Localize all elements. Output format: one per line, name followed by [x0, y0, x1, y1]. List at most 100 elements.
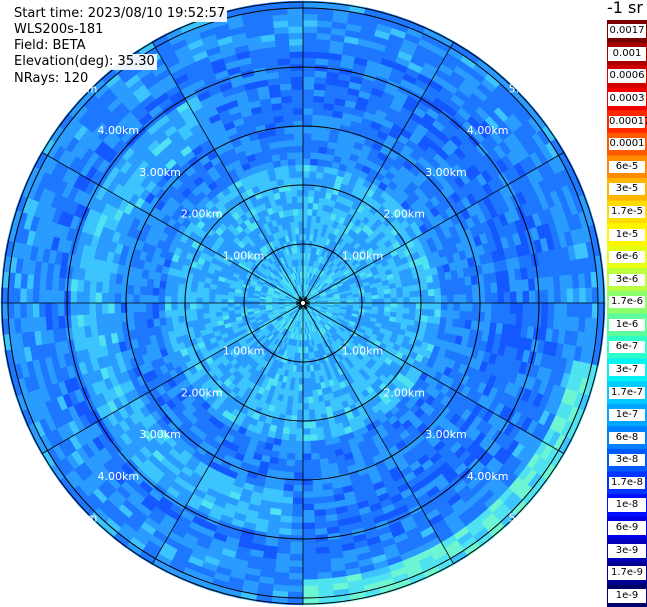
beta-cell	[291, 95, 304, 103]
beta-cell	[183, 290, 191, 298]
beta-cell	[170, 288, 179, 297]
beta-cell	[502, 313, 511, 326]
beta-cell	[309, 440, 319, 448]
beta-cell	[302, 497, 314, 505]
beta-cell	[298, 378, 304, 386]
beta-cell	[294, 447, 304, 455]
beta-cell	[289, 57, 304, 65]
beta-cell	[496, 312, 505, 325]
beta-cell	[101, 292, 109, 304]
beta-cell	[302, 157, 311, 166]
beta-cell	[101, 302, 109, 314]
beta-cell	[295, 233, 301, 241]
beta-cell	[285, 459, 296, 467]
beta-cell	[365, 299, 373, 304]
beta-cell	[170, 302, 178, 311]
beta-cell	[446, 286, 455, 296]
beta-cell	[139, 302, 147, 312]
beta-cell	[308, 421, 317, 430]
beta-cell	[126, 284, 135, 295]
beta-cell	[302, 76, 316, 84]
beta-cell	[293, 466, 304, 474]
beta-cell	[282, 177, 291, 186]
beta-cell	[471, 284, 480, 295]
beta-cell	[114, 282, 122, 294]
beta-cell	[377, 294, 386, 300]
beta-cell	[291, 195, 299, 204]
beta-cell	[553, 289, 562, 304]
beta-cell	[176, 308, 185, 317]
beta-cell	[233, 305, 241, 311]
beta-cell	[313, 82, 327, 91]
beta-cell	[547, 289, 556, 304]
beta-cell	[296, 176, 304, 184]
beta-cell	[502, 280, 511, 293]
beta-cell	[196, 313, 204, 321]
beta-cell	[294, 151, 304, 159]
beta-cell	[290, 76, 304, 84]
beta-cell	[189, 308, 197, 316]
beta-cell	[434, 309, 442, 318]
beta-cell	[472, 293, 480, 304]
beta-cell	[503, 302, 511, 315]
beta-cell	[302, 44, 317, 53]
beta-cell	[309, 158, 319, 166]
beta-cell	[497, 292, 505, 304]
beta-cell	[428, 295, 436, 304]
beta-cell	[308, 176, 317, 185]
beta-cell	[384, 298, 392, 304]
beta-cell	[278, 76, 292, 85]
beta-cell	[220, 298, 228, 304]
beta-cell	[292, 497, 304, 505]
beta-cell	[107, 282, 116, 294]
beta-cell	[560, 288, 568, 304]
beta-cell	[522, 290, 530, 304]
beta-cell	[292, 107, 304, 115]
beta-cell	[315, 420, 324, 429]
beta-cell	[176, 296, 184, 304]
beta-cell	[409, 302, 417, 310]
beta-cell	[296, 409, 304, 417]
beta-cell	[145, 310, 154, 320]
beta-cell	[453, 294, 461, 304]
beta-cell	[294, 453, 304, 461]
beta-cell	[201, 297, 210, 304]
beta-cell	[352, 299, 360, 304]
beta-cell	[302, 183, 310, 191]
beta-cell	[302, 384, 308, 392]
beta-cell	[289, 541, 304, 549]
beta-cell	[279, 82, 293, 91]
beta-cell	[396, 307, 404, 314]
beta-cell	[402, 285, 410, 293]
beta-cell	[183, 308, 191, 316]
beta-cell	[297, 201, 304, 210]
beta-cell	[459, 294, 467, 304]
beta-cell	[490, 282, 499, 294]
beta-cell	[452, 286, 461, 296]
beta-cell	[314, 521, 328, 530]
beta-cell	[440, 309, 448, 319]
beta-cell	[132, 293, 140, 304]
beta-cell	[302, 82, 315, 90]
beta-cell	[214, 302, 222, 308]
beta-cell	[170, 295, 178, 304]
beta-cell	[295, 440, 304, 449]
beta-cell	[516, 302, 524, 315]
beta-cell	[302, 541, 317, 549]
beta-cell	[302, 390, 309, 398]
beta-cell	[452, 310, 461, 320]
beta-cell	[298, 384, 304, 392]
beta-cell	[403, 302, 411, 309]
beta-cell	[287, 440, 297, 448]
beta-cell	[50, 289, 59, 304]
beta-cell	[176, 289, 185, 298]
beta-cell	[294, 139, 304, 147]
beta-cell	[302, 447, 312, 455]
beta-cell	[164, 288, 172, 297]
beta-cell	[126, 302, 134, 313]
beta-cell	[309, 164, 318, 172]
beta-cell	[446, 310, 455, 320]
beta-cell	[509, 302, 518, 315]
beta-cell	[440, 302, 449, 311]
beta-cell	[312, 114, 324, 122]
